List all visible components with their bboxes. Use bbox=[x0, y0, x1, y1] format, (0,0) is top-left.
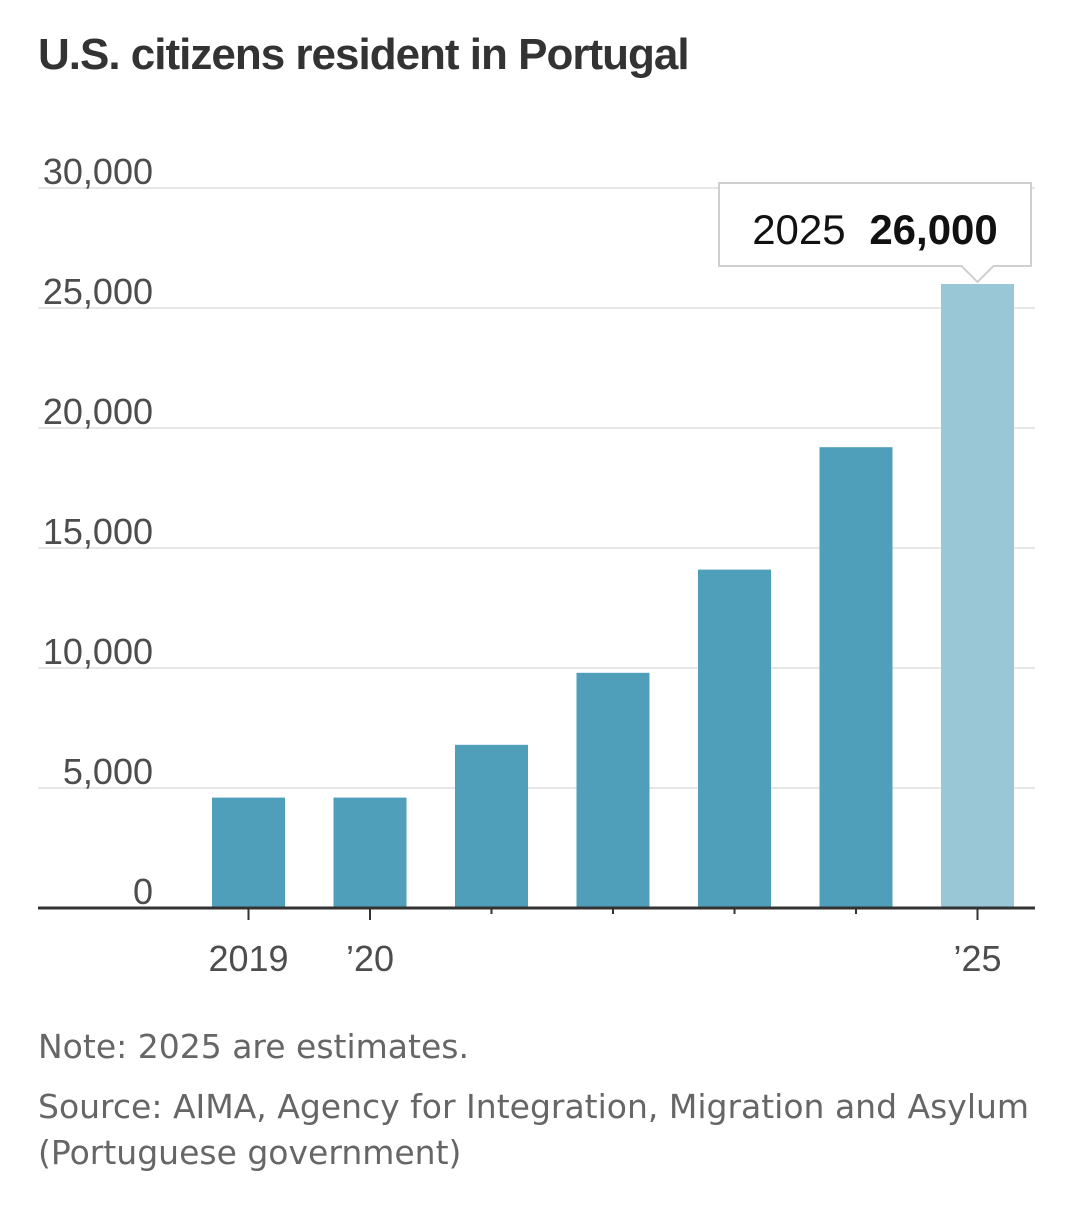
callout-year: 2025 bbox=[752, 206, 845, 253]
callout-box bbox=[718, 182, 1032, 284]
bar-2022 bbox=[576, 672, 650, 908]
chart-note: Note: 2025 are estimates. bbox=[38, 1027, 469, 1066]
y-tick-label: 15,000 bbox=[43, 511, 153, 552]
chart-title: U.S. citizens resident in Portugal bbox=[38, 30, 690, 79]
callout-value: 26,000 bbox=[869, 206, 997, 253]
y-tick-label: 5,000 bbox=[63, 751, 153, 792]
y-tick-label: 20,000 bbox=[43, 391, 153, 432]
bar-2023 bbox=[698, 569, 771, 908]
bar-2020 bbox=[333, 797, 407, 908]
bar-2019 bbox=[212, 797, 285, 908]
x-tick-label: ’25 bbox=[953, 938, 1001, 979]
x-tick-label: 2019 bbox=[208, 938, 288, 979]
bar-chart: 0 5,000 10,000 15,000 20,000 25,000 30,000 201… bbox=[38, 151, 1035, 979]
y-tick-label: 10,000 bbox=[43, 631, 153, 672]
bar-2025 bbox=[941, 284, 1014, 908]
x-tick-label: ’20 bbox=[346, 938, 394, 979]
y-tick-label: 25,000 bbox=[43, 271, 153, 312]
x-axis: 2019 ’20 ’25 bbox=[38, 906, 1035, 979]
y-tick-label: 30,000 bbox=[43, 151, 153, 192]
y-axis-labels: 0 5,000 10,000 15,000 20,000 25,000 30,000 bbox=[43, 151, 153, 912]
chart-source: Source: AIMA, Agency for Integration, Mi… bbox=[38, 1087, 1030, 1173]
bar-2021 bbox=[455, 744, 528, 908]
bar-2024 bbox=[819, 447, 893, 908]
callout-text: 2025 26,000 bbox=[752, 206, 998, 253]
bars bbox=[212, 284, 1014, 908]
value-callout: 2025 26,000 bbox=[718, 182, 1032, 284]
y-tick-label: 0 bbox=[133, 871, 153, 912]
